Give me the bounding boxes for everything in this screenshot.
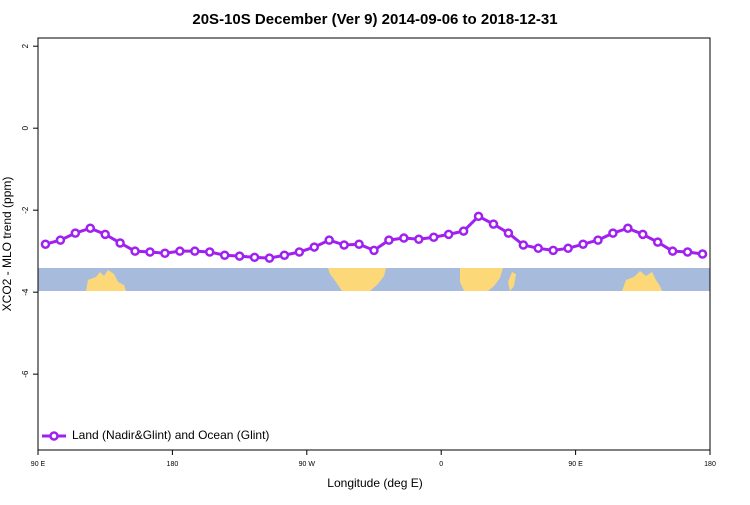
chart-title: 20S-10S December (Ver 9) 2014-09-06 to 2… [192, 11, 557, 28]
point [443, 229, 454, 240]
point [309, 242, 320, 252]
point [428, 232, 439, 242]
point [638, 229, 648, 240]
point [160, 248, 170, 258]
point [652, 237, 663, 247]
point [578, 239, 588, 249]
land [460, 268, 503, 291]
x-tick-label: 90 E [31, 461, 46, 468]
point [518, 240, 529, 250]
land [86, 270, 126, 291]
point [40, 239, 51, 249]
point [473, 211, 484, 222]
plot-frame [37, 37, 711, 451]
point [697, 249, 708, 259]
y-tick-label: 0 [21, 125, 30, 130]
point [563, 243, 573, 254]
point [354, 239, 364, 249]
point [384, 235, 394, 245]
point [55, 235, 66, 245]
point [234, 251, 245, 261]
point [70, 228, 81, 238]
y-tick-label: -6 [21, 370, 30, 378]
x-tick-label: 180 [704, 461, 716, 468]
x-tick-label: 90 W [299, 461, 316, 468]
land [508, 272, 516, 291]
point [488, 219, 499, 229]
land [328, 268, 386, 291]
x-tick-label: 0 [439, 461, 443, 468]
point [264, 253, 275, 263]
point [503, 228, 514, 238]
legend-label: Land (Nadir&Glint) and Ocean (Glint) [72, 428, 269, 442]
point [100, 229, 110, 240]
legend-marker [49, 431, 59, 441]
point [204, 247, 215, 257]
point [667, 246, 678, 256]
point [324, 235, 334, 245]
point [130, 246, 140, 256]
point [548, 245, 558, 256]
land [622, 271, 662, 291]
point [339, 240, 349, 250]
point [190, 246, 200, 256]
y-tick-label: 2 [21, 43, 30, 48]
map-band [38, 268, 710, 291]
point [414, 234, 424, 245]
point [458, 226, 469, 236]
point [369, 245, 379, 256]
point [533, 243, 544, 254]
point [593, 235, 603, 245]
point [145, 247, 155, 257]
point [294, 247, 305, 257]
point [249, 252, 260, 263]
y-tick-label: -2 [21, 206, 30, 214]
x-axis-label: Longitude (deg E) [327, 476, 422, 490]
point [279, 250, 290, 261]
point [623, 223, 633, 233]
x-tick-label: 90 E [568, 461, 583, 468]
y-axis-label: XCO2 - MLO trend (ppm) [0, 177, 14, 312]
point [85, 223, 96, 233]
point [219, 250, 230, 261]
point [682, 247, 693, 257]
point [115, 238, 125, 248]
point [175, 246, 185, 256]
y-tick-label: -4 [21, 288, 30, 296]
x-tick-label: 180 [167, 461, 179, 468]
point [608, 228, 618, 238]
point [399, 233, 409, 243]
